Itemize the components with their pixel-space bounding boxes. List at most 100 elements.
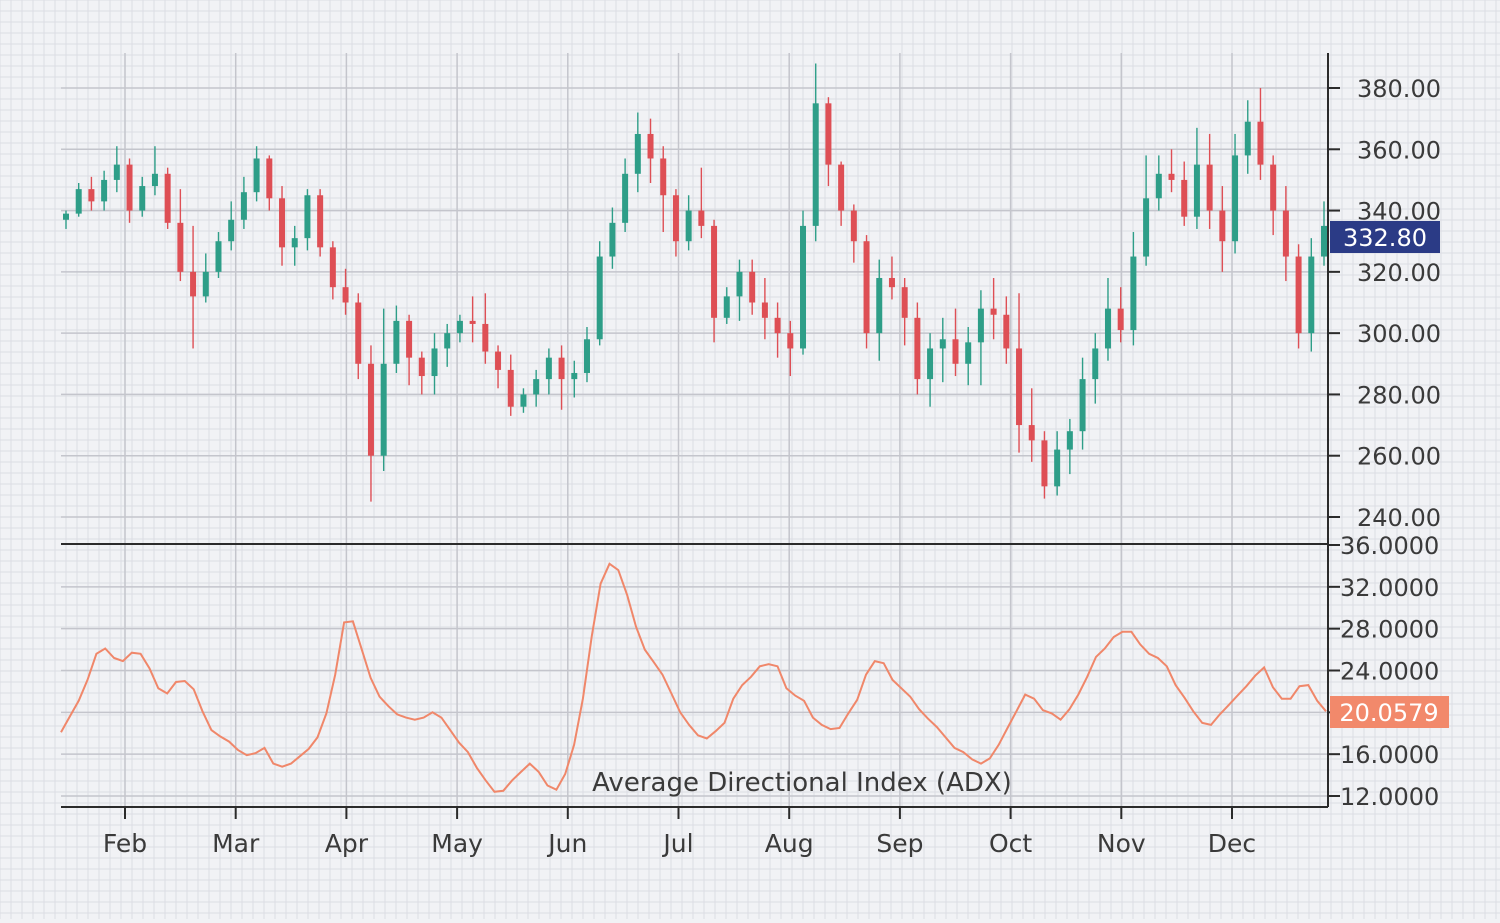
adx-tick-label: 32.0000	[1340, 574, 1439, 602]
adx-value-badge-bg	[1330, 696, 1449, 728]
candle-body	[876, 277, 883, 334]
candle-body	[431, 348, 438, 377]
candle-body	[1295, 256, 1302, 334]
candle-body	[927, 348, 934, 380]
candle-body	[456, 320, 463, 334]
price-tick-label: 280.00	[1357, 381, 1441, 409]
candle-body	[355, 302, 362, 364]
candle-body	[507, 369, 514, 407]
adx-line	[60, 562, 1327, 793]
candle-body	[1321, 225, 1327, 257]
candle-body	[177, 222, 184, 272]
month-tick-label: May	[431, 829, 483, 858]
candle-body	[583, 339, 590, 373]
adx-tick-label: 24.0000	[1340, 658, 1439, 686]
candle-body	[749, 271, 756, 303]
candle-body	[495, 351, 502, 370]
candle-body	[838, 164, 845, 211]
candle-body	[151, 173, 158, 187]
candle-body	[1054, 449, 1061, 487]
candle-body	[393, 320, 400, 364]
price-axis-ticks: 240.00 260.00 280.00 300.00 320.00 340.00 360.…	[1328, 75, 1441, 532]
last-price-badge: 332.80	[1330, 221, 1440, 253]
candle-body	[228, 219, 235, 242]
candle-body	[1028, 425, 1035, 441]
candle-body	[1079, 379, 1086, 432]
candle-body	[1193, 164, 1200, 217]
candle-body	[622, 173, 629, 223]
candle-body	[545, 357, 552, 380]
candle-body	[1181, 179, 1188, 217]
candle-body	[863, 241, 870, 334]
month-tick-label: Apr	[325, 829, 369, 858]
candle-body	[1092, 348, 1099, 380]
candle-body	[774, 317, 781, 334]
candle-body	[1155, 173, 1162, 199]
candle-body	[164, 173, 171, 223]
candle-body	[952, 339, 959, 364]
candle-body	[558, 357, 565, 380]
candle-body	[571, 372, 578, 380]
price-tick-label: 380.00	[1357, 75, 1441, 103]
candle-body	[202, 271, 209, 297]
adx-title: Average Directional Index (ADX)	[592, 768, 1012, 798]
candle-body	[1168, 173, 1175, 180]
price-tick-label: 360.00	[1357, 136, 1441, 164]
candle-body	[63, 213, 69, 220]
candle-body	[660, 158, 667, 196]
candle-body	[482, 323, 489, 352]
candle-body	[977, 308, 984, 343]
candle-body	[850, 210, 857, 242]
candle-body	[190, 271, 197, 297]
candle-body	[1104, 308, 1111, 349]
axes	[61, 53, 1329, 808]
month-tick-label: Oct	[989, 829, 1032, 858]
price-tick-label: 320.00	[1357, 259, 1441, 287]
adx-tick-label: 36.0000	[1340, 532, 1439, 560]
candle-body	[279, 198, 286, 248]
candle-body	[1244, 121, 1251, 156]
candle-body	[520, 394, 527, 407]
candle-body	[647, 133, 654, 159]
candle-body	[304, 195, 311, 239]
candle-body	[596, 256, 603, 340]
adx-axis-ticks: 12.000016.000020.000024.000028.000032.00…	[1328, 532, 1439, 811]
adx-tick-label: 28.0000	[1340, 616, 1439, 644]
candle-body	[367, 363, 374, 456]
candle-body	[1117, 308, 1124, 331]
last-price-badge-bg	[1330, 221, 1440, 253]
candle-body	[75, 189, 82, 214]
candle-body	[1003, 314, 1010, 349]
candle-body	[1270, 164, 1277, 211]
candle-body	[469, 320, 476, 324]
candle-body	[1206, 164, 1213, 211]
candle-body	[240, 192, 247, 220]
candle-body	[787, 333, 794, 349]
candle-body	[406, 320, 413, 358]
adx-tick-label: 16.0000	[1340, 741, 1439, 769]
candle-body	[888, 277, 895, 288]
candle-body	[901, 287, 908, 318]
price-tick-label: 260.00	[1357, 443, 1441, 471]
candle-body	[1232, 155, 1239, 242]
candle-body	[1308, 256, 1315, 334]
candle-body	[126, 164, 133, 211]
candle-body	[101, 179, 108, 202]
candle-body	[672, 195, 679, 242]
candle-body	[914, 317, 921, 380]
candle-body	[139, 186, 146, 211]
candle-body	[812, 103, 819, 226]
month-tick-label: Sep	[876, 829, 923, 858]
price-tick-label: 300.00	[1357, 320, 1441, 348]
candle-body	[215, 241, 222, 272]
month-tick-label: Mar	[212, 829, 260, 858]
candle-body	[1143, 198, 1150, 257]
candle-body	[609, 222, 616, 257]
month-tick-label: Dec	[1208, 829, 1256, 858]
candle-body	[761, 302, 768, 318]
candle-body	[1016, 348, 1023, 426]
candle-body	[939, 339, 946, 349]
month-tick-label: Feb	[103, 829, 147, 858]
